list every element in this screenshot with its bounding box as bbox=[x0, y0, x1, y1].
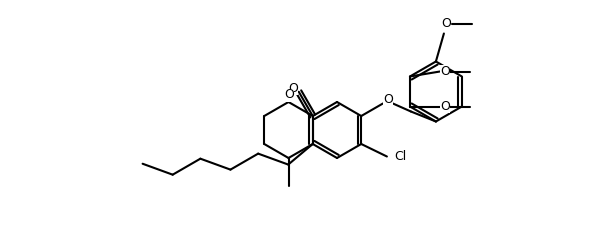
Text: O: O bbox=[288, 82, 297, 95]
Text: O: O bbox=[383, 93, 393, 106]
Text: O: O bbox=[440, 100, 450, 113]
Text: O: O bbox=[441, 17, 451, 30]
Text: O: O bbox=[440, 65, 450, 78]
Text: O: O bbox=[284, 89, 294, 101]
Text: Cl: Cl bbox=[394, 150, 406, 163]
